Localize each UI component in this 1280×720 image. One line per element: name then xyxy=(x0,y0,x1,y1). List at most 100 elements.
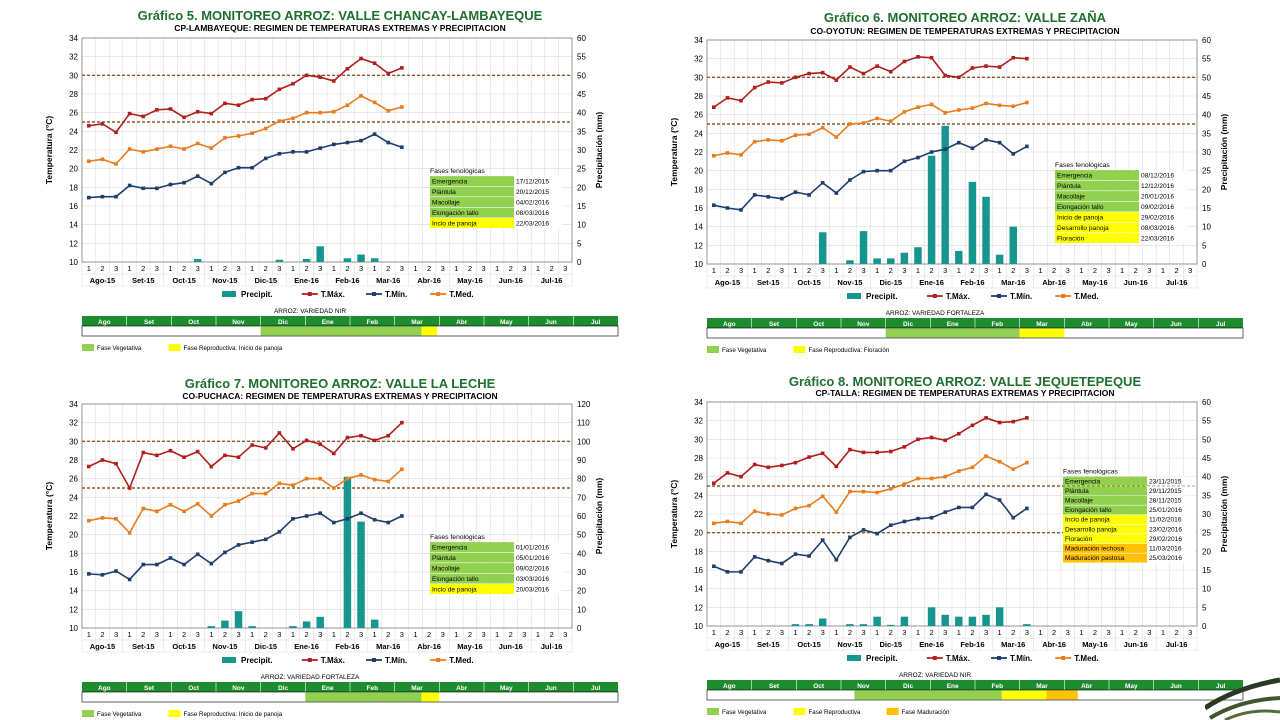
x-tick-week: 3 xyxy=(1147,266,1151,275)
x-tick-month: Jun-16 xyxy=(499,276,523,285)
month-header-label: Abr xyxy=(456,685,468,692)
series-point-tmed xyxy=(87,518,91,523)
series-point-tmin xyxy=(359,138,363,143)
fase-name-cell xyxy=(430,573,514,584)
legend-swatch-marker xyxy=(932,656,937,660)
y-tick-label: 12 xyxy=(69,239,78,248)
x-tick-week: 2 xyxy=(427,264,431,273)
y-tick-label: 22 xyxy=(694,510,703,519)
variety-label: ARROZ: VARIEDAD FORTALEZA xyxy=(886,310,985,317)
fase-name-cell xyxy=(1063,553,1147,563)
leaf-decoration xyxy=(1205,677,1280,720)
series-point-tmed xyxy=(155,147,159,151)
fase-date-cell xyxy=(514,207,562,218)
x-tick-week: 3 xyxy=(780,628,784,637)
series-point-tmax xyxy=(997,420,1002,425)
fase-name: Plántula xyxy=(432,555,456,562)
x-tick-week: 2 xyxy=(766,266,770,275)
x-tick-week: 3 xyxy=(821,266,825,275)
series-point-tmin xyxy=(848,535,852,540)
chart-title: Gráfico 5. MONITOREO ARROZ: VALLE CHANCA… xyxy=(137,8,543,23)
month-header-label: Mar xyxy=(1036,683,1048,690)
legend-label: Precipit. xyxy=(241,656,273,665)
series-point-tmed xyxy=(100,157,105,162)
series-point-tmed xyxy=(834,510,839,514)
x-tick-week: 2 xyxy=(223,630,227,639)
legend-label: T.Máx. xyxy=(946,654,970,663)
series-point-tmax xyxy=(195,109,200,114)
fase-name-cell xyxy=(1063,486,1147,496)
x-tick-week: 2 xyxy=(1011,628,1015,637)
series-point-tmin xyxy=(87,195,91,200)
series-point-tmin xyxy=(984,492,988,497)
series-point-tmin xyxy=(372,132,377,136)
y-tick-label: 10 xyxy=(69,624,78,633)
series-point-tmed xyxy=(223,503,227,507)
series-point-tmed xyxy=(875,490,879,495)
series-point-tmin xyxy=(332,520,336,525)
x-tick-month: Nov-15 xyxy=(837,640,862,649)
fase-date: 08/03/2016 xyxy=(516,210,549,217)
x-tick-month: May-16 xyxy=(457,276,482,285)
y2-tick-label: 20 xyxy=(1202,547,1211,556)
x-tick-week: 2 xyxy=(427,630,431,639)
y-tick-label: 22 xyxy=(69,146,78,155)
series-point-tmed xyxy=(739,153,743,157)
month-header-label: Mar xyxy=(411,319,423,326)
series-point-tmin xyxy=(888,168,893,173)
x-tick-week: 1 xyxy=(712,266,716,275)
fase-name: Plántula xyxy=(432,189,456,196)
series-point-tmax xyxy=(182,455,186,459)
phase-legend-swatch xyxy=(793,346,806,353)
series-line-tmed xyxy=(88,94,403,165)
series-point-tmin xyxy=(182,562,186,567)
series-point-tmin xyxy=(87,572,91,576)
precip-bar xyxy=(941,614,949,626)
y2-tick-label: 50 xyxy=(1202,435,1211,444)
series-point-tmed xyxy=(345,476,350,481)
series-point-tmax xyxy=(236,455,241,459)
series-line-tmed xyxy=(713,455,1028,525)
series-point-tmed xyxy=(712,153,716,158)
phase-bar-segment xyxy=(421,692,440,702)
series-point-tmax xyxy=(834,78,839,82)
x-tick-week: 3 xyxy=(359,264,363,273)
y2-tick-label: 40 xyxy=(1202,111,1211,120)
y2-tick-label: 25 xyxy=(577,165,586,174)
x-tick-week: 2 xyxy=(468,630,472,639)
fase-date: 11/02/2016 xyxy=(1149,517,1182,524)
series-point-tmax xyxy=(332,451,336,456)
fase-name: Macollaje xyxy=(1057,194,1085,201)
series-point-tmin xyxy=(277,530,282,534)
series-line-tmax xyxy=(713,416,1028,484)
legend-swatch-marker xyxy=(372,658,376,662)
fase-date-cell xyxy=(1147,553,1195,563)
y2-tick-label: 20 xyxy=(577,587,586,596)
x-tick-week: 2 xyxy=(304,630,308,639)
month-header-label: Feb xyxy=(992,683,1004,690)
chart-subtitle: CP-TALLA: REGIMEN DE TEMPERATURAS EXTREM… xyxy=(815,388,1115,398)
series-point-tmin xyxy=(943,510,947,514)
y2-tick-label: 0 xyxy=(1202,622,1207,631)
series-point-tmin xyxy=(277,151,282,156)
y-tick-label: 22 xyxy=(694,148,703,157)
fase-name-cell xyxy=(1063,543,1147,553)
y-tick-label: 16 xyxy=(694,204,703,213)
series-point-tmin xyxy=(916,516,920,521)
series-point-tmax xyxy=(182,115,186,120)
series-point-tmin xyxy=(209,561,214,566)
x-tick-week: 2 xyxy=(509,630,513,639)
x-tick-week: 1 xyxy=(793,266,797,275)
month-header-label: May xyxy=(1125,683,1138,690)
series-point-tmax xyxy=(848,65,852,69)
fase-date: 09/02/2016 xyxy=(1141,204,1174,211)
series-point-tmin xyxy=(766,195,771,199)
month-header-label: Nov xyxy=(857,321,870,328)
phase-legend-label: Fase Maduración xyxy=(902,709,950,716)
series-point-tmed xyxy=(277,119,282,123)
x-tick-month: Dic-15 xyxy=(254,276,277,285)
month-header-label: Jul xyxy=(591,685,601,692)
series-point-tmin xyxy=(168,556,173,560)
legend-label: T.Mín. xyxy=(385,656,407,665)
y-tick-label: 16 xyxy=(69,568,78,577)
